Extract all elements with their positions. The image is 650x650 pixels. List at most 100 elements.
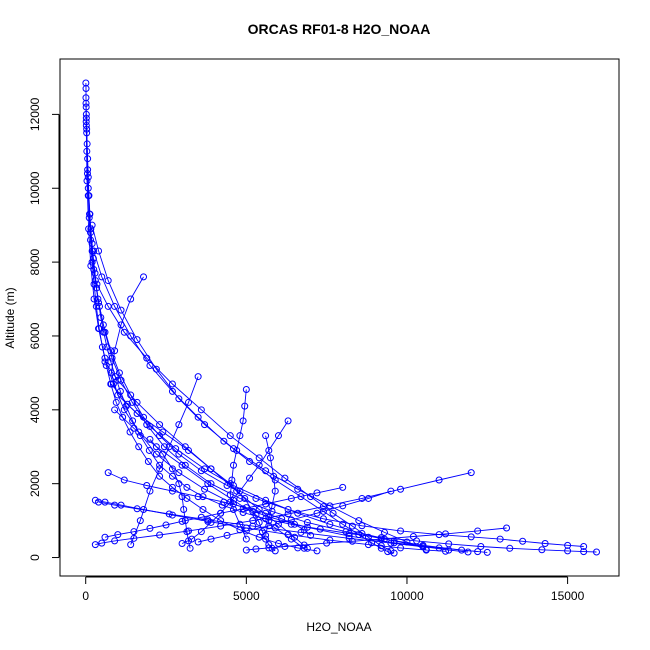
data-point <box>242 535 250 543</box>
data-point <box>307 493 315 501</box>
data-point <box>133 505 141 513</box>
data-point <box>236 432 244 440</box>
x-tick-label: 5000 <box>233 589 260 603</box>
data-point <box>377 544 385 552</box>
data-point <box>233 487 241 495</box>
data-point <box>358 522 366 530</box>
data-point <box>82 118 90 126</box>
data-point <box>98 539 106 547</box>
data-point <box>180 506 188 514</box>
data-point <box>242 504 250 512</box>
data-point <box>107 380 115 388</box>
data-point <box>120 406 128 414</box>
data-point <box>133 398 141 406</box>
data-point <box>146 362 154 370</box>
data-point <box>115 369 123 377</box>
data-point <box>345 532 353 540</box>
data-point <box>146 524 154 532</box>
series-line <box>91 225 427 550</box>
data-point <box>120 476 128 484</box>
data-point <box>135 443 143 451</box>
data-point <box>201 485 209 493</box>
series-path <box>262 432 279 539</box>
data-point <box>287 494 295 502</box>
data-point <box>319 503 327 511</box>
chart-title: ORCAS RF01-8 H2O_NOAA <box>248 21 431 37</box>
data-point <box>112 398 120 406</box>
data-point <box>197 528 205 536</box>
data-point <box>114 531 122 539</box>
data-point <box>368 539 376 547</box>
data-point <box>127 391 135 399</box>
x-tick-label: 15000 <box>551 589 585 603</box>
data-point <box>291 520 299 528</box>
data-point <box>111 501 119 509</box>
data-point <box>201 465 209 473</box>
data-point <box>88 258 96 266</box>
data-point <box>226 432 234 440</box>
data-point <box>255 454 263 462</box>
data-point <box>82 85 90 93</box>
x-axis-title: H2O_NOAA <box>306 620 371 634</box>
data-point <box>183 494 191 502</box>
data-point <box>409 532 417 540</box>
data-point <box>181 517 189 525</box>
data-point <box>242 527 250 535</box>
data-point <box>274 520 282 528</box>
data-point <box>390 537 398 545</box>
series-line <box>111 383 469 553</box>
data-point <box>143 482 151 490</box>
series-line <box>114 409 305 549</box>
data-point <box>284 510 292 518</box>
data-point <box>136 517 144 525</box>
data-point <box>178 461 186 469</box>
data-point <box>255 506 263 514</box>
series-line <box>265 435 276 536</box>
data-point <box>126 428 134 436</box>
data-point <box>90 295 98 303</box>
data-point <box>181 443 189 451</box>
data-point <box>477 542 485 550</box>
data-point <box>241 494 249 502</box>
data-point <box>101 533 109 541</box>
series-line <box>229 389 247 540</box>
data-point <box>464 548 472 556</box>
data-point <box>262 500 270 508</box>
y-tick-label: 12000 <box>28 97 42 131</box>
data-point <box>358 530 366 538</box>
data-point <box>178 540 186 548</box>
data-point <box>236 494 244 502</box>
data-point <box>82 110 90 118</box>
data-point <box>271 487 279 495</box>
data-point <box>506 544 514 552</box>
data-point <box>300 526 308 534</box>
data-point <box>207 518 215 526</box>
data-point <box>84 184 92 192</box>
data-point <box>88 221 96 229</box>
series-line <box>198 490 392 543</box>
data-point <box>397 485 405 493</box>
data-point <box>144 458 152 466</box>
data-point <box>348 522 356 530</box>
data-point <box>442 530 450 538</box>
y-tick-label: 4000 <box>28 396 42 423</box>
data-point <box>165 510 173 518</box>
data-point <box>435 476 443 484</box>
data-point <box>229 506 237 514</box>
data-point <box>104 277 112 285</box>
data-point <box>313 547 321 555</box>
data-point <box>268 502 276 510</box>
data-point <box>111 537 119 545</box>
data-point <box>99 321 107 329</box>
data-point <box>140 273 148 281</box>
data-point <box>197 406 205 414</box>
data-point <box>274 540 282 548</box>
series-path <box>226 386 250 543</box>
data-point <box>83 177 91 185</box>
data-point <box>278 515 286 523</box>
data-point <box>239 417 247 425</box>
data-point <box>364 494 372 502</box>
data-point <box>262 535 270 543</box>
series-path <box>82 118 482 556</box>
